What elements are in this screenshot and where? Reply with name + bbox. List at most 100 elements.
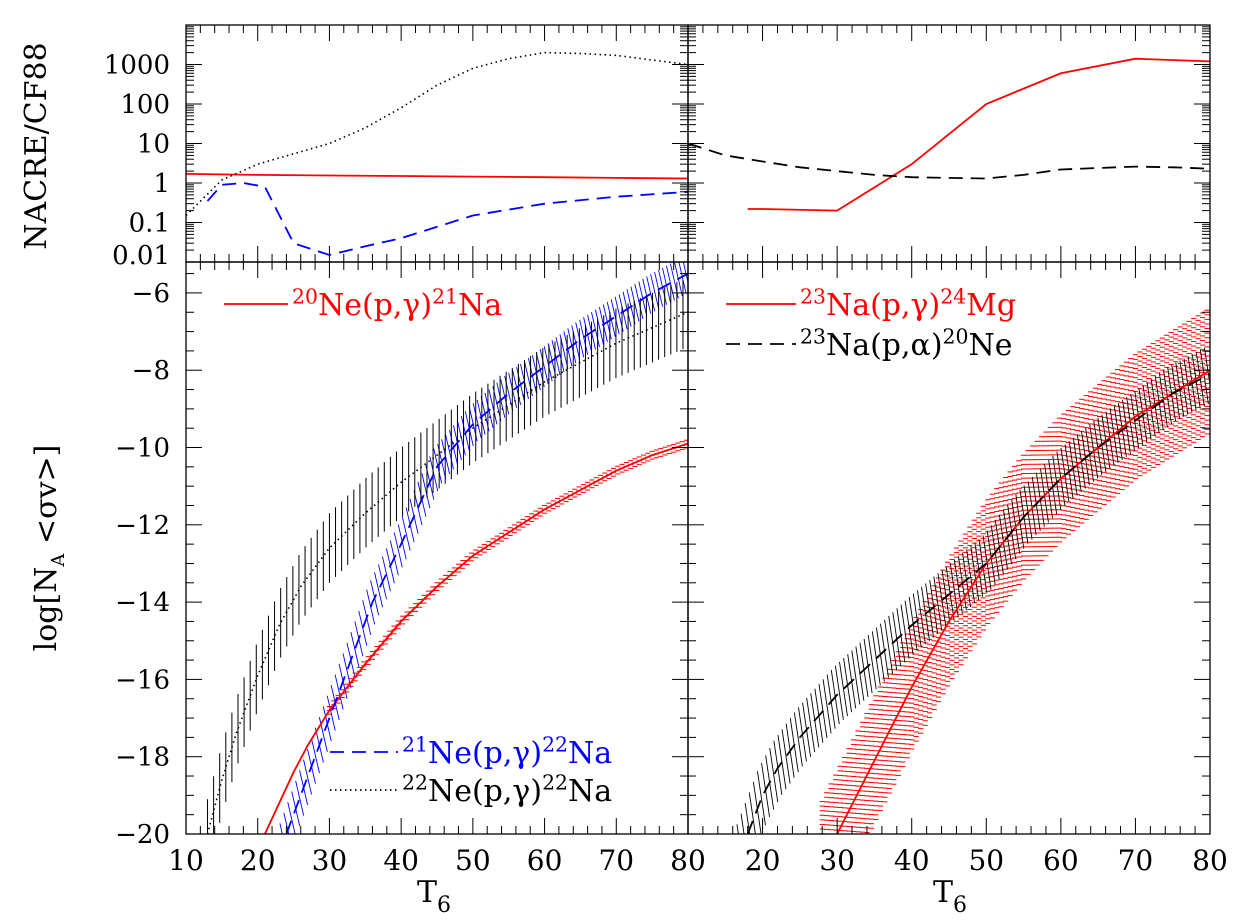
axis-label-rest: <σv>] <box>29 445 64 554</box>
hatch-mark <box>650 274 660 310</box>
frame-ratio-right <box>687 24 1211 263</box>
hatch-mark <box>916 590 926 645</box>
label-greek: α <box>911 328 931 363</box>
label-text: ) <box>530 736 542 771</box>
labels: 0.010.1 1 10 100 1000 −20 −18 −16 −14 −12 −10 −8 −6 1… <box>19 42 1228 918</box>
hatch-mark <box>748 792 756 834</box>
legend-23na-pg-label: 23Na(p,γ)24Mg <box>800 285 1016 323</box>
frame-rate-right <box>687 261 1211 835</box>
label-greek: γ <box>512 774 530 809</box>
y-tick-label-ratio: 10 <box>137 130 170 160</box>
hatch-mark <box>900 604 910 659</box>
y-tick-label-rate: −8 <box>132 356 170 386</box>
hatch-mark <box>634 284 644 319</box>
hatch-mark <box>303 759 312 795</box>
lines-rate-right <box>746 369 1210 834</box>
hatch-mark <box>806 697 816 753</box>
axis-label-base: log[N <box>29 567 64 652</box>
frame-rect <box>687 24 1211 263</box>
frame-rect <box>687 261 1211 835</box>
label-superscript: 23 <box>800 285 826 309</box>
label-text: ) <box>530 774 542 809</box>
series-line-black-dotted <box>206 311 688 834</box>
lines-ratio-left <box>186 51 688 256</box>
x-tick-label-right: 30 <box>819 844 855 877</box>
y-tick-label-rate: −18 <box>115 743 170 773</box>
hatch-mark <box>445 434 454 470</box>
label-text: Na <box>568 774 612 809</box>
legend-23na-pa-label: 23Na(p,α)20Ne <box>800 325 1013 363</box>
label-greek: γ <box>402 288 420 323</box>
legend-21ne-label: 21Ne(p,γ)22Na <box>402 733 612 771</box>
hatch-mark <box>421 473 431 509</box>
hatch-mark <box>740 813 745 834</box>
hatch-mark <box>401 515 411 551</box>
label-text: Na(p, <box>826 328 911 363</box>
axis-label-base: T <box>933 875 953 910</box>
x-tick-label-right: 40 <box>894 844 930 877</box>
y-tick-label-rate: −6 <box>132 279 170 309</box>
y-tick-label-ratio: 100 <box>120 90 170 120</box>
hatch-mark <box>342 653 352 689</box>
x-tick-label-right: 80 <box>1192 844 1228 877</box>
hatch-mark <box>851 650 861 705</box>
label-greek: γ <box>911 288 929 323</box>
label-superscript: 23 <box>800 325 826 349</box>
label-superscript: 20 <box>943 325 969 349</box>
hatch-mark <box>472 403 482 439</box>
hatch-mark <box>769 747 779 803</box>
hatch-mark <box>834 665 844 720</box>
hatch-mark <box>539 349 549 385</box>
series-lines <box>186 51 1210 834</box>
legend-20ne-label: 20Ne(p,γ)21Na <box>292 285 502 323</box>
hatch-mark <box>1109 408 1119 464</box>
label-superscript: 21 <box>432 285 458 309</box>
hatch-mark <box>793 712 803 767</box>
x-tick-label-left: 80 <box>670 844 706 877</box>
hatch-mark <box>867 635 877 690</box>
axes <box>185 24 1211 835</box>
hatch-mark <box>350 631 360 667</box>
hatch-mark <box>733 835 741 889</box>
hatch-mark <box>781 729 791 784</box>
series-line-red-solid <box>747 57 1210 212</box>
hatch-mark <box>1126 396 1136 452</box>
y-tick-label-rate: −12 <box>115 511 170 541</box>
axis-label-base: T <box>417 875 437 910</box>
label-text: Ne(p, <box>428 736 512 771</box>
label-superscript: 24 <box>940 285 966 309</box>
series-line-black-dashed <box>688 142 1210 180</box>
hatch-mark <box>334 674 344 710</box>
hatch-mark <box>1183 358 1193 413</box>
hatch-mark <box>610 299 620 335</box>
hatch-mark <box>1142 384 1152 440</box>
x-tick-label-right: 60 <box>1043 844 1079 877</box>
series-line-blue-dashed <box>285 272 688 834</box>
x-tick-label-right: 20 <box>745 844 781 877</box>
x-tick-label-left: 60 <box>527 844 563 877</box>
x-tick-label-left: 30 <box>312 844 348 877</box>
label-text: Ne(p, <box>428 774 512 809</box>
band-red-0 <box>819 309 1210 834</box>
hatch-mark <box>275 833 277 834</box>
y-axis-label-rate: log[NA <σv>] <box>29 445 69 652</box>
hatch-mark <box>523 361 533 397</box>
label-text: ) <box>420 288 432 323</box>
hatch-mark <box>287 802 296 834</box>
x-tick-label-left: 10 <box>168 844 204 877</box>
x-axis-label-left: T6 <box>417 875 451 918</box>
label-text: Mg <box>966 288 1016 323</box>
lines-ratio-right <box>688 57 1210 212</box>
hatch-mark <box>326 695 336 731</box>
y-tick-label-rate: −16 <box>115 665 170 695</box>
y-tick-label-rate: −10 <box>115 434 170 464</box>
hatch-mark <box>729 846 737 900</box>
hatch-mark <box>970 545 980 601</box>
hatch-mark <box>630 286 640 322</box>
series-line-blue-dashed <box>206 182 688 256</box>
hatch-mark <box>579 319 589 355</box>
label-text: Ne <box>968 328 1012 363</box>
y-tick-label-rate: −14 <box>115 588 170 618</box>
axis-label-subscript: A <box>48 553 69 568</box>
y-axis-label-ratio: NACRE/CF88 <box>19 42 54 249</box>
